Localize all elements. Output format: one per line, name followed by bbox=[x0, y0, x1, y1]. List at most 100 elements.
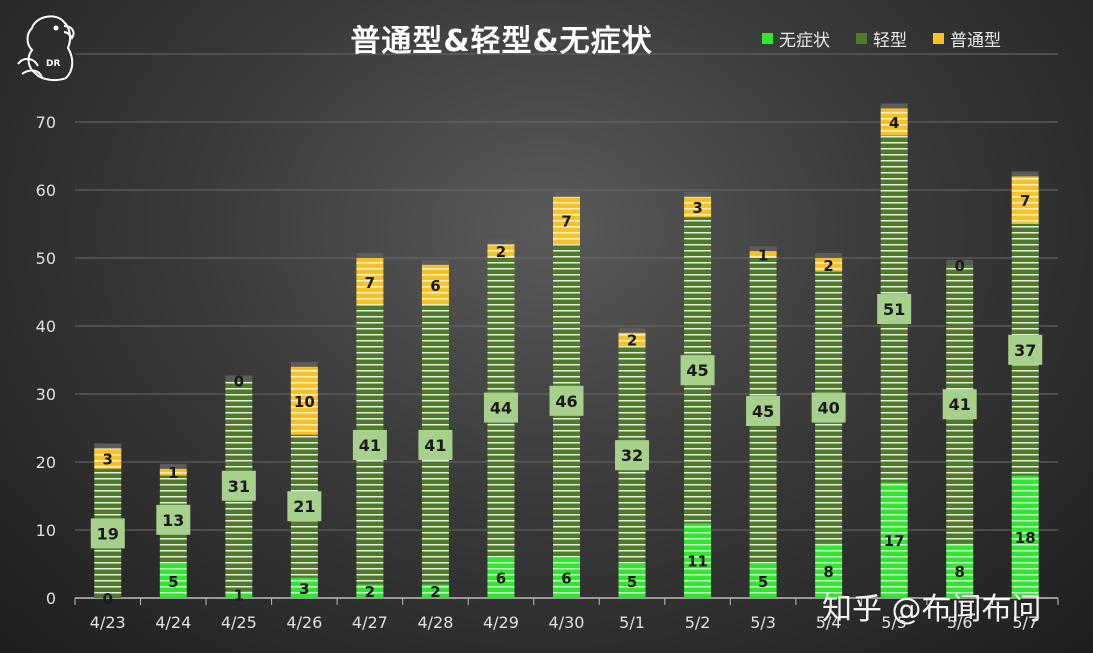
parrot-logo-icon: DR bbox=[12, 8, 82, 88]
bar-segment bbox=[487, 244, 515, 258]
y-tick-label: 40 bbox=[36, 317, 56, 336]
data-label-common: 7 bbox=[365, 274, 375, 292]
data-label-common: 2 bbox=[496, 243, 506, 261]
bar-segment bbox=[815, 543, 843, 598]
x-tick-label: 4/29 bbox=[483, 613, 519, 632]
bar-cap bbox=[356, 253, 384, 258]
data-label-mild: 51 bbox=[883, 300, 905, 319]
bar-segment bbox=[225, 591, 253, 598]
bar-cap bbox=[1011, 171, 1039, 177]
bar-segment bbox=[421, 584, 449, 598]
x-tick-label: 4/27 bbox=[352, 613, 388, 632]
chart-title: 普通型&轻型&无症状 bbox=[350, 24, 653, 59]
data-label-box bbox=[1008, 334, 1043, 365]
legend-swatch-common bbox=[933, 33, 944, 44]
x-tick-label: 4/24 bbox=[155, 613, 191, 632]
data-label-box bbox=[877, 294, 912, 324]
data-label-common: 7 bbox=[561, 213, 571, 231]
bar-cap bbox=[553, 191, 580, 197]
data-label-asymptomatic: 3 bbox=[299, 580, 309, 598]
bar-cap bbox=[421, 259, 449, 265]
bar-segment bbox=[421, 264, 449, 306]
bar-segment bbox=[159, 468, 187, 476]
data-label-box bbox=[483, 392, 518, 423]
data-label-common: 1 bbox=[758, 247, 768, 265]
data-label-mild: 44 bbox=[490, 399, 512, 418]
chart-legend: 无症状 轻型 普通型 bbox=[762, 26, 1001, 51]
bar-cap bbox=[94, 443, 122, 449]
bar-segment bbox=[749, 251, 777, 258]
bar-cap bbox=[946, 259, 974, 265]
bar-segment bbox=[815, 258, 843, 272]
svg-text:DR: DR bbox=[46, 59, 60, 69]
bar-segment bbox=[356, 584, 384, 598]
data-label-mild: 46 bbox=[555, 392, 577, 411]
x-tick-label: 5/7 bbox=[1012, 613, 1038, 632]
y-tick-label: 70 bbox=[36, 113, 56, 132]
data-label-asymptomatic: 6 bbox=[561, 570, 571, 588]
data-label-common: 4 bbox=[889, 114, 899, 132]
data-label-asymptomatic: 11 bbox=[687, 553, 708, 571]
x-tick-label: 4/30 bbox=[549, 613, 585, 632]
data-label-asymptomatic: 6 bbox=[496, 570, 506, 588]
legend-item-asymptomatic: 无症状 bbox=[762, 26, 830, 51]
data-label-asymptomatic: 18 bbox=[1015, 529, 1036, 547]
data-label-asymptomatic: 5 bbox=[758, 573, 768, 591]
bar-cap bbox=[487, 239, 515, 245]
data-label-box bbox=[156, 504, 191, 535]
x-tick-label: 4/26 bbox=[286, 613, 322, 632]
legend-item-mild: 轻型 bbox=[856, 26, 907, 51]
bar-cap bbox=[225, 375, 253, 381]
bar-segment bbox=[159, 564, 187, 598]
data-label-common: 0 bbox=[234, 372, 244, 390]
data-label-asymptomatic: 5 bbox=[168, 573, 178, 591]
bar-cap bbox=[749, 246, 777, 252]
data-label-mild: 21 bbox=[293, 497, 315, 516]
data-label-box bbox=[90, 518, 125, 549]
data-label-common: 3 bbox=[692, 199, 702, 217]
bar-segment bbox=[553, 196, 580, 245]
data-label-asymptomatic: 8 bbox=[954, 563, 964, 581]
x-tick-label: 5/2 bbox=[685, 613, 711, 632]
data-label-asymptomatic: 1 bbox=[234, 587, 244, 605]
data-label-box bbox=[942, 389, 977, 420]
data-label-common: 10 bbox=[294, 393, 315, 411]
bar-segment bbox=[880, 108, 908, 136]
y-tick-label: 60 bbox=[36, 181, 56, 200]
data-label-common: 6 bbox=[430, 277, 440, 295]
data-label-mild: 41 bbox=[359, 436, 381, 455]
legend-swatch-asymptomatic bbox=[762, 33, 773, 44]
legend-item-common: 普通型 bbox=[933, 26, 1001, 51]
y-tick-label: 0 bbox=[46, 589, 56, 608]
data-label-box bbox=[221, 470, 256, 501]
y-tick-label: 30 bbox=[36, 385, 56, 404]
data-label-common: 0 bbox=[954, 257, 964, 275]
data-label-box bbox=[615, 440, 650, 471]
x-tick-label: 5/1 bbox=[619, 613, 645, 632]
x-tick-label: 4/23 bbox=[90, 613, 126, 632]
bar-cap bbox=[290, 361, 318, 367]
bar-segment bbox=[487, 557, 515, 598]
data-label-mild: 19 bbox=[97, 524, 119, 543]
data-label-asymptomatic: 2 bbox=[365, 583, 375, 601]
bar-segment bbox=[94, 448, 122, 469]
bar-segment bbox=[290, 577, 318, 598]
y-tick-label: 50 bbox=[36, 249, 56, 268]
bar-segment bbox=[1011, 176, 1039, 224]
data-label-box bbox=[549, 385, 584, 416]
data-label-mild: 45 bbox=[686, 361, 708, 380]
bar-segment bbox=[880, 482, 908, 598]
x-tick-label: 4/28 bbox=[417, 613, 453, 632]
data-label-box bbox=[746, 396, 781, 426]
data-label-box bbox=[287, 491, 322, 522]
x-tick-label: 5/6 bbox=[947, 613, 973, 632]
bar-segment bbox=[1011, 475, 1039, 598]
bar-cap bbox=[684, 191, 712, 197]
bar-segment bbox=[553, 557, 580, 598]
legend-label-common: 普通型 bbox=[950, 31, 1001, 51]
data-label-asymptomatic: 5 bbox=[627, 573, 637, 591]
bar-segment bbox=[749, 564, 777, 598]
data-label-box bbox=[811, 392, 846, 423]
data-label-box bbox=[418, 430, 453, 460]
